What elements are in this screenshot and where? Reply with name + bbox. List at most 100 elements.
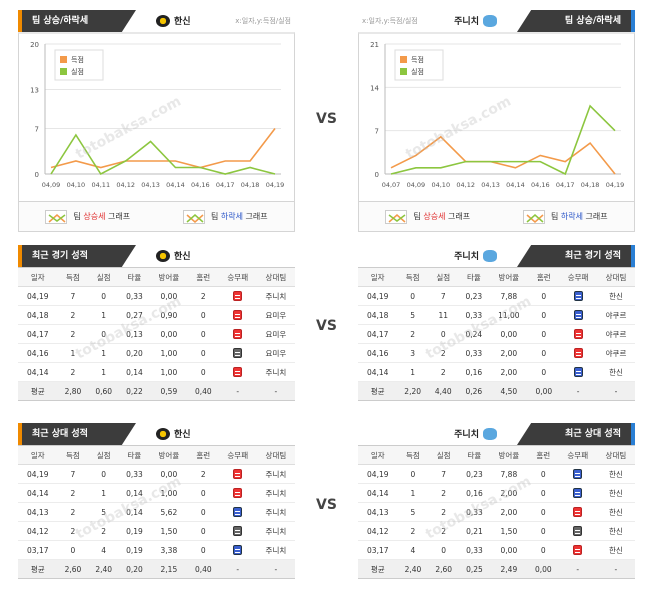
table-cell: 0 (528, 286, 560, 306)
table-cell: 04,17 (358, 324, 398, 344)
table-cell: 2,00 (489, 362, 529, 382)
table-cell: 0,00 (149, 286, 188, 306)
table-cell: 03,17 (358, 540, 398, 560)
win-icon (573, 348, 583, 358)
table-cell: - (218, 381, 257, 401)
table-cell: 04,12 (358, 521, 398, 541)
table-cell: 1,00 (149, 362, 188, 382)
result-cell (558, 540, 597, 560)
table-cell: 1,50 (489, 521, 528, 541)
table-cell: 0 (187, 362, 219, 382)
table-cell: 주니치 (256, 521, 295, 541)
x-tick-label: 04,14 (166, 181, 185, 189)
table-cell: 0 (527, 483, 559, 503)
table-cell: 4 (88, 540, 120, 560)
table-cell: 2,00 (489, 502, 528, 522)
table-cell: 04,19 (18, 464, 58, 484)
y-tick-label: 20 (30, 41, 39, 49)
table-cell: 0 (527, 502, 559, 522)
tigers-logo-icon (156, 427, 170, 440)
table-cell: 2 (397, 521, 429, 541)
legend-down-text-left: 팀 하락세 그래프 (210, 212, 268, 221)
table-cell: 0 (88, 464, 120, 484)
table-row: 03,17 0 4 0,19 3,38 0 주니치 (18, 540, 295, 560)
table-cell: 11 (427, 305, 459, 325)
legend-swatch (60, 56, 67, 63)
table-cell: 주니치 (256, 502, 295, 522)
recent-team-left: 한신 (156, 249, 191, 262)
legend-up-text-left: 팀 상승세 그래프 (73, 212, 131, 221)
table-cell: 0,00 (528, 381, 560, 401)
h2h-title-left: 최근 상대 성적 (18, 423, 136, 445)
table-cell: 0,19 (119, 521, 150, 541)
axis-hint-right: x:일자,y:득점/실점 (362, 17, 418, 25)
h2h-team-right: 주니치 (454, 427, 497, 440)
result-cell (559, 362, 598, 382)
table-cell: 2 (397, 324, 428, 344)
recent-team-right: 주니치 (454, 249, 497, 262)
win-icon (233, 367, 243, 377)
table-cell: 평균 (18, 381, 58, 401)
table-cell: - (559, 381, 598, 401)
axis-hint-left: x:일자,y:득점/실점 (235, 17, 291, 25)
x-tick-label: 04,07 (382, 181, 401, 189)
table-cell: 한신 (596, 521, 635, 541)
result-cell (218, 540, 257, 560)
recent-panel-left: 최근 경기 성적 한신 일자 득점 실점 타율 방어율 홈런 승무패 상대팀 04,19 7 0 0,… (18, 245, 295, 401)
table-cell: 0 (187, 521, 219, 541)
dragons-logo-icon (483, 249, 497, 262)
table-cell: - (558, 559, 597, 579)
table-cell: 0 (397, 286, 428, 306)
table-cell: 0,23 (458, 286, 490, 306)
win-icon (573, 545, 583, 555)
table-cell: 7,88 (489, 464, 528, 484)
x-tick-label: 04,19 (266, 181, 285, 189)
vs-label-charts: VS (316, 111, 337, 127)
table-row: 04,16 1 1 0,20 1,00 0 요미우 (18, 343, 295, 363)
table-cell: 0 (528, 305, 560, 325)
y-tick-label: 0 (35, 171, 39, 179)
column-header: 일자 (358, 445, 398, 465)
table-cell: 2 (57, 502, 89, 522)
team-label-right: 주니치 (454, 14, 497, 27)
table-row: 04,12 2 2 0,19 1,50 0 주니치 (18, 521, 295, 541)
column-header: 방어율 (149, 267, 188, 287)
table-cell: 0,13 (119, 324, 150, 344)
table-cell: 2,60 (428, 559, 460, 579)
x-tick-label: 04,09 (42, 181, 61, 189)
column-header: 실점 (428, 445, 460, 465)
result-cell (558, 483, 597, 503)
x-tick-label: 04,13 (141, 181, 160, 189)
loss-icon (573, 310, 583, 320)
table-cell: 3,38 (149, 540, 188, 560)
table-cell: 1,50 (149, 521, 188, 541)
win-icon (233, 469, 243, 479)
table-cell: 0,20 (119, 559, 150, 579)
table-cell: 0 (527, 464, 559, 484)
h2h-header-right: 주니치 최근 상대 성적 (358, 423, 635, 445)
table-row: 04,13 5 2 0,33 2,00 0 한신 (358, 502, 635, 522)
table-cell: 2 (57, 483, 89, 503)
table-cell: 0,22 (119, 381, 150, 401)
legend-swatch (400, 68, 407, 75)
win-icon (233, 329, 243, 339)
column-header: 타율 (459, 445, 490, 465)
table-cell: 2 (57, 521, 89, 541)
recent-panel-right: 주니치 최근 경기 성적 일자 득점 실점 타율 방어율 홈런 승무패 상대팀 04,19 0 7 0… (358, 245, 635, 401)
table-cell: 0 (187, 483, 219, 503)
result-cell (218, 464, 257, 484)
column-header: 승무패 (559, 267, 598, 287)
table-cell: 04,13 (18, 502, 58, 522)
table-cell: 0,33 (458, 343, 490, 363)
trend-up-icon (45, 209, 68, 224)
loss-icon (573, 291, 583, 301)
table-cell: 평균 (358, 559, 398, 579)
table-cell: 한신 (596, 502, 635, 522)
x-tick-label: 04,13 (481, 181, 500, 189)
legend-up-right: 팀 상승세 그래프 (385, 209, 470, 224)
table-row: 04,14 2 1 0,14 1,00 0 주니치 (18, 483, 295, 503)
table-cell: 04,19 (18, 286, 58, 306)
result-cell (559, 324, 598, 344)
trend-chart-left: 0 7 13 20 04,09 04,10 04,11 04,12 04,13 04,14 04,1… (18, 32, 295, 202)
column-header: 실점 (88, 445, 120, 465)
